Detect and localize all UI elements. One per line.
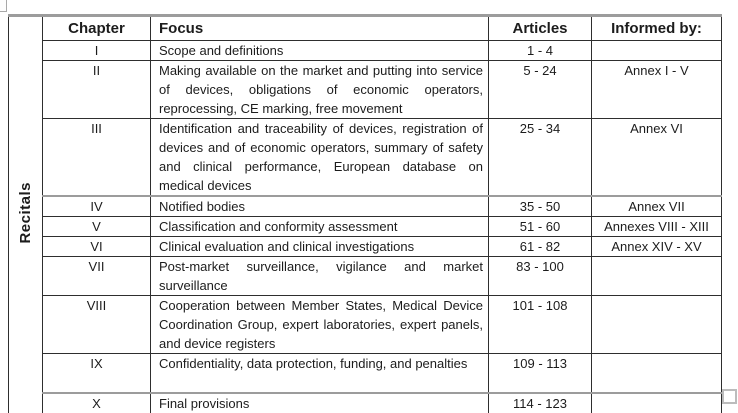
focus-cell: Notified bodies [150,195,489,217]
informed-by-cell: Annex XIV - XV [591,236,722,257]
articles-cell: 61 - 82 [488,236,592,257]
focus-cell: Final provisions [150,391,489,413]
header-articles: Articles [488,15,592,41]
focus-cell: Identification and traceability of devic… [150,118,489,197]
table-row-chapter-7: VII Post-market surveillance, vigilance … [9,256,722,296]
chapter-cell: VII [42,256,151,296]
focus-cell: Classification and conformity assessment [150,216,489,237]
informed-by-cell [591,353,722,393]
chapter-cell: V [42,216,151,237]
articles-cell: 114 - 123 [488,391,592,413]
focus-cell: Confidentiality, data protection, fundin… [150,353,489,393]
informed-by-cell: Annex I - V [591,60,722,119]
articles-cell: 5 - 24 [488,60,592,119]
mdr-structure-table: Recitals Chapter Focus Articles Informed… [8,14,722,413]
table-resize-handle[interactable] [722,389,737,404]
chapter-cell: I [42,40,151,61]
header-row: Recitals Chapter Focus Articles Informed… [8,15,722,413]
articles-cell: 35 - 50 [488,195,592,217]
articles-cell: 25 - 34 [488,118,592,197]
focus-cell: Post-market surveillance, vigilance and … [150,256,489,296]
articles-cell: 83 - 100 [488,256,592,296]
chapter-cell: II [42,60,151,119]
focus-cell: Cooperation between Member States, Medic… [150,295,489,354]
header-chapter: Chapter [42,15,151,41]
articles-cell: 1 - 4 [488,40,592,61]
table-row-chapter-2: II Making available on the market and pu… [9,60,722,119]
chapter-cell: VIII [42,295,151,354]
focus-cell: Clinical evaluation and clinical investi… [150,236,489,257]
header-focus: Focus [150,15,489,41]
chapter-cell: VI [42,236,151,257]
informed-by-cell [591,391,722,413]
informed-by-cell [591,40,722,61]
informed-by-cell: Annex VI [591,118,722,197]
articles-cell: 109 - 113 [488,353,592,393]
header-informed-by: Informed by: [591,15,722,41]
informed-by-cell: Annex VII [591,195,722,217]
focus-cell: Making available on the market and putti… [150,60,489,119]
chapter-cell: IX [42,353,151,393]
informed-by-cell [591,256,722,296]
informed-by-cell: Annexes VIII - XIII [591,216,722,237]
articles-cell: 101 - 108 [488,295,592,354]
recitals-cell: Recitals [8,15,43,413]
table-row-chapter-8: VIII Cooperation between Member States, … [9,295,722,354]
table-row-chapter-10: X Final provisions 114 - 123 [9,391,722,413]
articles-cell: 51 - 60 [488,216,592,237]
table-row-chapter-9: IX Confidentiality, data protection, fun… [9,353,722,393]
chapter-cell: IV [42,195,151,217]
focus-cell: Scope and definitions [150,40,489,61]
table-row-chapter-6: VI Clinical evaluation and clinical inve… [9,236,722,257]
table-row-chapter-5: V Classification and conformity assessme… [9,216,722,237]
chapter-cell: X [42,391,151,413]
table-row-chapter-3: III Identification and traceability of d… [9,118,722,197]
chapter-cell: III [42,118,151,197]
informed-by-cell [591,295,722,354]
recitals-label: Recitals [17,181,34,244]
table-move-handle-icon[interactable] [0,0,7,12]
table-row-chapter-4: IV Notified bodies 35 - 50 Annex VII [9,195,722,217]
table-row-chapter-1: I Scope and definitions 1 - 4 [9,40,722,61]
